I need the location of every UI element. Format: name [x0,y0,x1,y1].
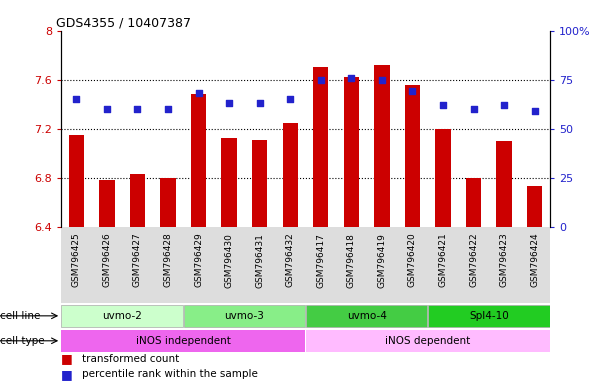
Bar [160,178,176,227]
Text: GSM796418: GSM796418 [347,233,356,288]
Text: GSM796417: GSM796417 [316,233,325,288]
Point [102,106,112,112]
Bar [68,135,84,227]
Point [499,102,509,108]
Text: cell type: cell type [0,336,45,346]
Point [438,102,448,108]
Text: iNOS independent: iNOS independent [136,336,231,346]
Text: GDS4355 / 10407387: GDS4355 / 10407387 [56,17,191,30]
Text: GSM796428: GSM796428 [164,233,172,288]
Bar [130,174,145,227]
Text: GSM796427: GSM796427 [133,233,142,288]
Text: GSM796431: GSM796431 [255,233,264,288]
Point [346,74,356,81]
Point [377,77,387,83]
Bar [306,329,550,352]
Text: GSM796426: GSM796426 [103,233,111,288]
Bar [221,139,237,227]
Text: GSM796422: GSM796422 [469,233,478,287]
Point [255,100,265,106]
Text: Spl4-10: Spl4-10 [469,311,509,321]
Bar [252,140,268,227]
Point [224,100,234,106]
Point [316,77,326,83]
Bar [183,305,305,327]
Text: GSM796423: GSM796423 [500,233,508,288]
Bar [61,329,306,352]
Bar [61,305,183,327]
Bar [404,84,420,227]
Text: iNOS dependent: iNOS dependent [385,336,470,346]
Text: GSM796421: GSM796421 [439,233,447,288]
Text: GSM796424: GSM796424 [530,233,539,287]
Bar [282,122,298,227]
Point [530,108,540,114]
Text: GSM796429: GSM796429 [194,233,203,288]
Text: percentile rank within the sample: percentile rank within the sample [82,369,258,379]
Bar [466,178,481,227]
Bar [435,129,450,227]
Text: uvmo-3: uvmo-3 [224,311,265,321]
Point [408,88,417,94]
Text: GSM796420: GSM796420 [408,233,417,288]
Text: uvmo-2: uvmo-2 [102,311,142,321]
Text: ■: ■ [61,353,73,366]
Text: cell line: cell line [0,311,40,321]
Point [194,90,203,96]
Text: ■: ■ [61,368,73,381]
Text: transformed count: transformed count [82,354,180,364]
Bar [496,141,511,227]
Bar [99,180,115,227]
Point [285,96,295,103]
Bar [191,94,207,227]
Point [469,106,478,112]
Bar [428,305,550,327]
Text: GSM796419: GSM796419 [378,233,386,288]
Point [71,96,81,103]
Bar [374,65,390,227]
Bar [306,305,427,327]
Text: GSM796432: GSM796432 [286,233,295,288]
Bar [343,77,359,227]
Point [133,106,142,112]
Text: GSM796430: GSM796430 [225,233,233,288]
Text: uvmo-4: uvmo-4 [346,311,387,321]
Bar [313,68,329,227]
Text: GSM796425: GSM796425 [72,233,81,288]
Bar [527,186,543,227]
Point [163,106,173,112]
